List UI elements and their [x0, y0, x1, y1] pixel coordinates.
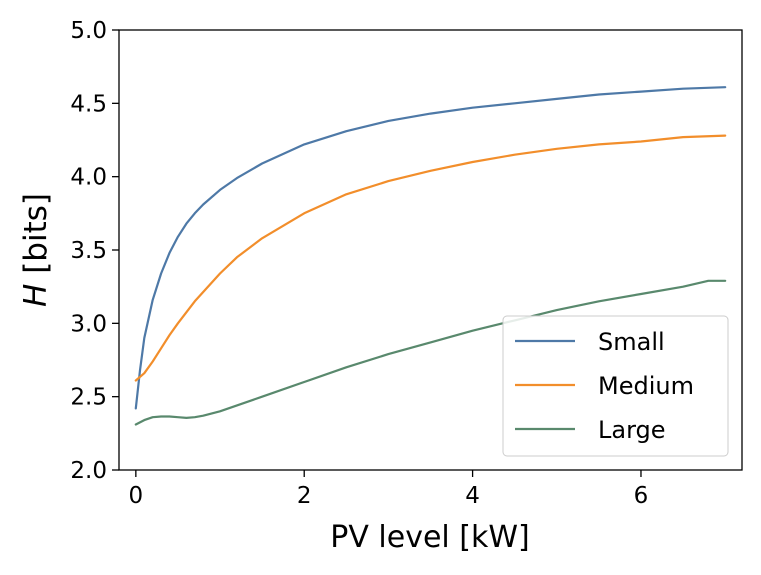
- x-tick-label: 4: [465, 483, 480, 509]
- series-line-medium: [134, 134, 727, 382]
- y-axis-label-unit: [bits]: [18, 193, 54, 284]
- y-axis-label-symbol: H: [18, 284, 54, 307]
- y-tick-label: 4.5: [70, 91, 107, 117]
- series-layer: [134, 86, 727, 426]
- legend-label-medium: Medium: [598, 372, 694, 400]
- legend-box: [502, 315, 729, 457]
- y-tick-label: 3.5: [70, 238, 107, 264]
- x-tick-label: 0: [129, 483, 144, 509]
- x-axis-ticks: 0 2 4 6: [129, 470, 649, 509]
- legend: Small Medium Large: [502, 315, 729, 457]
- y-axis-label: H [bits]: [18, 193, 54, 307]
- legend-label-small: Small: [598, 328, 665, 356]
- legend-items: Small Medium Large: [515, 328, 694, 444]
- series-line-large: [134, 279, 727, 426]
- y-tick-label: 4.0: [70, 165, 107, 191]
- y-tick-label: 5.0: [70, 18, 107, 44]
- x-tick-label: 2: [297, 483, 312, 509]
- y-tick-label: 2.5: [70, 385, 107, 411]
- x-tick-label: 6: [634, 483, 649, 509]
- y-tick-label: 2.0: [70, 458, 107, 484]
- y-tick-label: 3.0: [70, 311, 107, 337]
- y-axis-ticks: 2.0 2.5 3.0 3.5 4.0 4.5 5.0: [70, 18, 119, 484]
- legend-label-large: Large: [598, 416, 666, 444]
- series-line-small: [134, 86, 727, 410]
- x-axis-label: PV level [kW]: [330, 520, 529, 555]
